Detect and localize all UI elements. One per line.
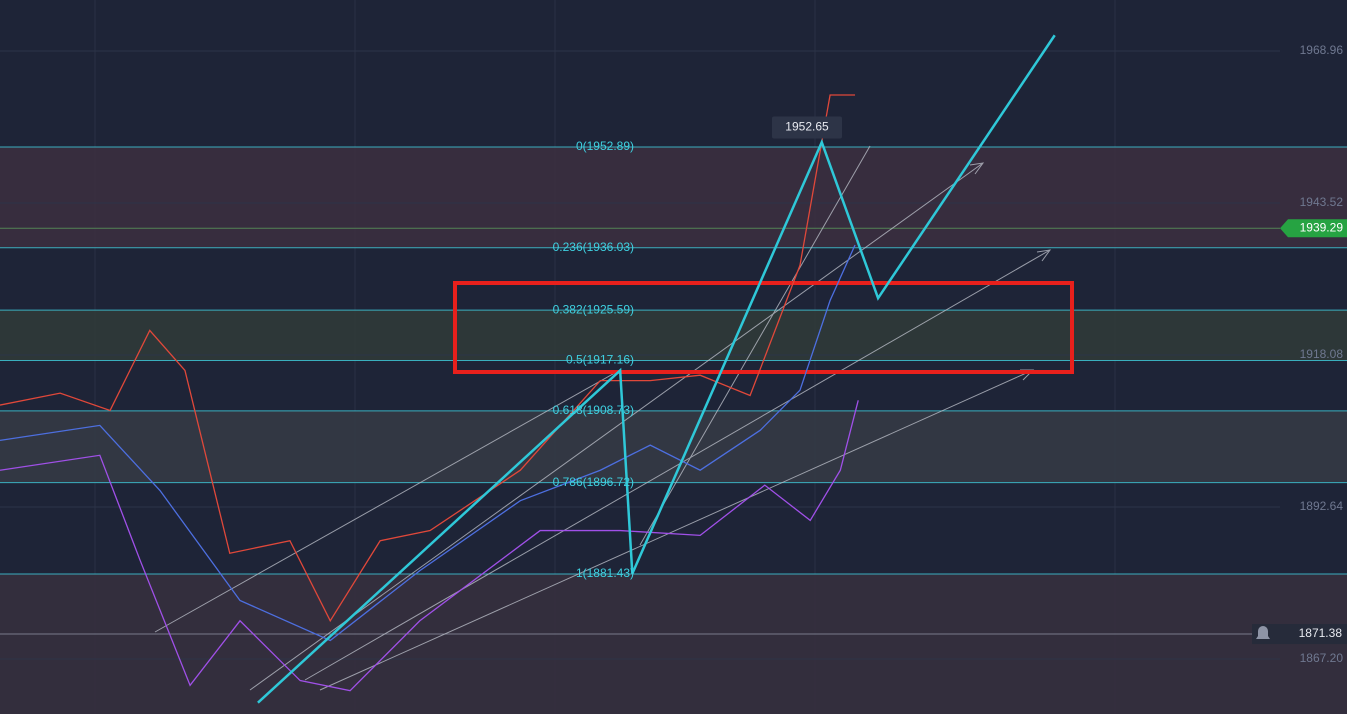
- y-tick-label: 1867.20: [1300, 651, 1344, 665]
- high-label: 1952.65: [785, 120, 829, 134]
- fib-zone: [0, 574, 1347, 714]
- fib-zone: [0, 410, 1347, 483]
- y-tick-label: 1918.08: [1300, 347, 1344, 361]
- fib-label: 0.786(1896.72): [553, 475, 634, 489]
- y-tick-label: 1968.96: [1300, 43, 1344, 57]
- bell-icon: [1256, 626, 1270, 640]
- series-line: [0, 244, 856, 642]
- fib-zone: [0, 147, 1347, 248]
- alert-price-label: 1871.38: [1299, 626, 1343, 640]
- series-line: [257, 34, 1056, 704]
- high-label-box: [772, 116, 842, 139]
- fib-label: 0.5(1917.16): [566, 353, 634, 367]
- current-price-label: 1939.29: [1300, 220, 1344, 234]
- alert-tag: [1252, 624, 1347, 645]
- current-price-tag: [1280, 219, 1347, 238]
- fib-label: 0.236(1936.03): [553, 240, 634, 254]
- fib-label: 0.382(1925.59): [553, 302, 634, 316]
- fib-zone: [0, 310, 1347, 361]
- fib-label: 1(1881.43): [576, 566, 634, 580]
- series-line: [0, 94, 856, 623]
- series-line: [0, 400, 859, 692]
- fib-label: 0(1952.89): [576, 139, 634, 153]
- y-tick-label: 1892.64: [1300, 499, 1344, 513]
- fib-label: 0.618(1908.73): [553, 403, 634, 417]
- highlight-box: [453, 281, 1074, 374]
- y-tick-label: 1943.52: [1300, 195, 1344, 209]
